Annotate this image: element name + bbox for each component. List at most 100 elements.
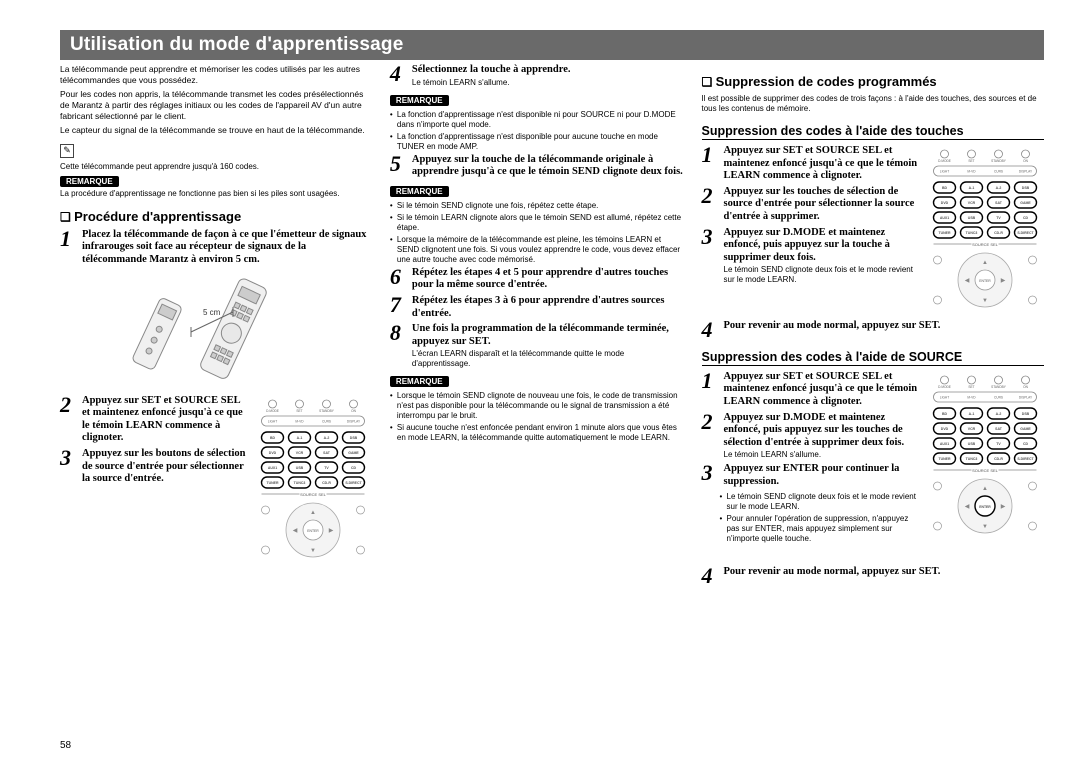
step-body: Appuyez sur SET et SOURCE SEL et mainten…: [724, 371, 921, 409]
svg-text:◀: ◀: [293, 528, 298, 534]
svg-text:CURS: CURS: [994, 395, 1003, 399]
step-4: 4 Pour revenir au mode normal, appuyez s…: [702, 320, 1045, 340]
figure-two-remotes: 5 cm: [60, 277, 372, 387]
svg-text:TUNC3: TUNC3: [966, 231, 978, 235]
svg-text:▶: ▶: [1001, 504, 1006, 510]
svg-text:▲: ▲: [310, 510, 316, 516]
step-body: Placez la télécommande de façon à ce que…: [82, 229, 372, 267]
svg-text:M-VD: M-VD: [967, 170, 976, 174]
svg-text:LIGHT: LIGHT: [940, 395, 949, 399]
step-8: 8 Une fois la programmation de la téléco…: [390, 323, 684, 369]
remark-list: Si le témoin SEND clignote une fois, rép…: [390, 201, 684, 265]
remark-item: La fonction d'apprentissage n'est dispon…: [390, 132, 684, 152]
svg-text:ENTER: ENTER: [979, 505, 991, 509]
svg-text:ON: ON: [351, 409, 356, 413]
intro-text-3: Le capteur du signal de la télécommande …: [60, 125, 372, 136]
step-body: Répétez les étapes 4 et 5 pour apprendre…: [412, 267, 684, 292]
svg-text:STANDBY: STANDBY: [991, 159, 1007, 163]
step-number: 7: [390, 295, 408, 320]
step-number: 3: [702, 463, 720, 488]
svg-text:TV: TV: [996, 216, 1001, 220]
svg-text:SOURCE SEL: SOURCE SEL: [300, 492, 327, 497]
remote-diagram: D.MODESETSTANDBYONLIGHTM-VDCURSDISPLAYBD…: [926, 145, 1044, 320]
svg-text:CD: CD: [1023, 442, 1029, 446]
sub-section-source-title: Suppression des codes à l'aide de SOURCE: [702, 350, 1045, 366]
step-number: 1: [702, 145, 720, 183]
column-1: La télécommande peut apprendre et mémori…: [60, 64, 372, 589]
svg-text:BD: BD: [942, 186, 948, 190]
step-5: 5 Appuyez sur la touche de la télécomman…: [390, 154, 684, 179]
svg-text:DVD: DVD: [941, 427, 949, 431]
step-body: Répétez les étapes 3 à 6 pour apprendre …: [412, 295, 684, 320]
step-body: Appuyez sur SET et SOURCE SEL et mainten…: [724, 145, 921, 183]
svg-text:GAME: GAME: [348, 451, 359, 455]
remotes-diagram-svg: 5 cm: [121, 277, 311, 387]
svg-text:VCR: VCR: [968, 201, 976, 205]
svg-text:ON: ON: [1023, 385, 1028, 389]
svg-text:▶: ▶: [1001, 278, 1006, 284]
svg-text:SET: SET: [968, 385, 974, 389]
remark-list: La fonction d'apprentissage n'est dispon…: [390, 110, 684, 152]
step-number: 5: [390, 154, 408, 179]
svg-text:SET: SET: [296, 409, 302, 413]
svg-text:AUX1: AUX1: [268, 466, 277, 470]
svg-text:GAME: GAME: [1020, 427, 1031, 431]
svg-text:TUNER: TUNER: [938, 457, 951, 461]
step-body: Appuyez sur la touche de la télécommande…: [412, 154, 684, 179]
section-procedure-title: Procédure d'apprentissage: [60, 209, 372, 224]
svg-text:SOURCE SEL: SOURCE SEL: [972, 242, 999, 247]
svg-text:A-1: A-1: [297, 436, 303, 440]
svg-text:S.DIRECT: S.DIRECT: [1017, 231, 1034, 235]
svg-text:CD-R: CD-R: [994, 457, 1003, 461]
svg-text:LIGHT: LIGHT: [268, 419, 277, 423]
remark-item: Si le témoin LEARN clignote alors que le…: [390, 213, 684, 233]
svg-text:ENTER: ENTER: [979, 279, 991, 283]
step-number: 4: [702, 566, 720, 586]
step-number: 2: [60, 395, 78, 445]
step-body: Pour revenir au mode normal, appuyez sur…: [724, 320, 1045, 340]
step-6: 6 Répétez les étapes 4 et 5 pour apprend…: [390, 267, 684, 292]
remark-item: Si aucune touche n'est enfoncée pendant …: [390, 423, 684, 443]
svg-text:DSB: DSB: [1022, 186, 1030, 190]
svg-text:▲: ▲: [982, 486, 988, 492]
svg-text:DISPLAY: DISPLAY: [347, 419, 361, 423]
sub-section-keys-title: Suppression des codes à l'aide des touch…: [702, 124, 1045, 140]
svg-text:A-1: A-1: [969, 412, 975, 416]
step-4: 4 Sélectionnez la touche à apprendre. Le…: [390, 64, 684, 88]
svg-text:TV: TV: [996, 442, 1001, 446]
columns: La télécommande peut apprendre et mémori…: [60, 64, 1044, 589]
svg-text:D.MODE: D.MODE: [938, 159, 951, 163]
svg-text:SET: SET: [968, 159, 974, 163]
step-note-item: Le témoin SEND clignote deux fois et le …: [720, 492, 921, 512]
step-1: 1 Appuyez sur SET et SOURCE SEL et maint…: [702, 145, 921, 183]
svg-text:A-2: A-2: [996, 412, 1002, 416]
column-2: 4 Sélectionnez la touche à apprendre. Le…: [390, 64, 684, 589]
step-number: 1: [702, 371, 720, 409]
svg-text:USB: USB: [968, 216, 976, 220]
svg-text:USB: USB: [296, 466, 304, 470]
intro-text-2: Pour les codes non appris, la télécomman…: [60, 89, 372, 121]
pencil-note: Cette télécommande peut apprendre jusqu'…: [60, 162, 372, 172]
remark-label: REMARQUE: [390, 186, 449, 197]
step-number: 1: [60, 229, 78, 267]
step-number: 8: [390, 323, 408, 369]
svg-text:A-2: A-2: [324, 436, 330, 440]
svg-text:TUNER: TUNER: [266, 481, 279, 485]
remark-list: Lorsque le témoin SEND clignote de nouve…: [390, 391, 684, 443]
remark-label: REMARQUE: [390, 376, 449, 387]
svg-text:CD: CD: [1023, 216, 1029, 220]
step-body: Pour revenir au mode normal, appuyez sur…: [724, 566, 1045, 586]
step-number: 4: [390, 64, 408, 88]
svg-text:TUNER: TUNER: [938, 231, 951, 235]
remark-item: Si le témoin SEND clignote une fois, rép…: [390, 201, 684, 211]
pencil-icon: ✎: [60, 144, 74, 158]
svg-text:SAT: SAT: [323, 451, 331, 455]
svg-text:DSB: DSB: [350, 436, 358, 440]
remark-item: Lorsque la mémoire de la télécommande es…: [390, 235, 684, 265]
svg-text:A-2: A-2: [996, 186, 1002, 190]
remark-item: La fonction d'apprentissage n'est dispon…: [390, 110, 684, 130]
svg-text:S.DIRECT: S.DIRECT: [345, 481, 362, 485]
remark-label: REMARQUE: [60, 176, 119, 187]
svg-text:VCR: VCR: [296, 451, 304, 455]
step-note-item: Pour annuler l'opération de suppression,…: [720, 514, 921, 544]
